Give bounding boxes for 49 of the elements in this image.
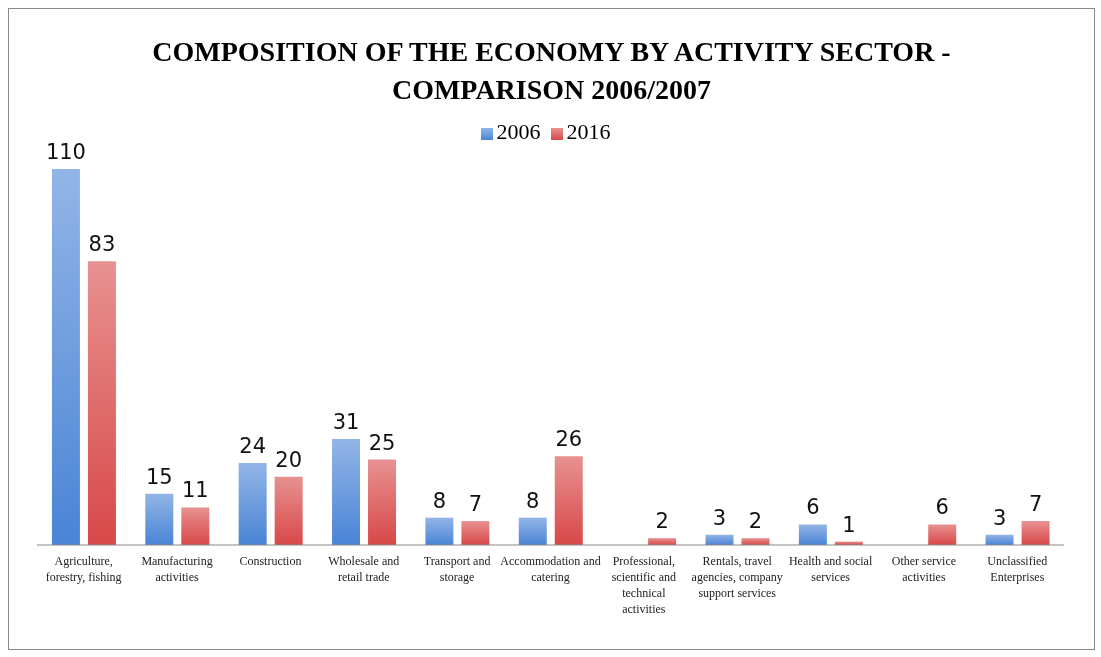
data-label: 15 [145, 464, 173, 489]
data-label: 7 [1028, 492, 1043, 517]
bar [332, 439, 361, 545]
bar [51, 169, 80, 545]
data-label: 8 [526, 488, 540, 513]
data-label: 3 [712, 505, 727, 530]
legend-label: 2006 [496, 119, 541, 144]
bar [145, 493, 174, 545]
bar [274, 476, 303, 545]
bar [1021, 521, 1050, 545]
data-label: 31 [332, 410, 360, 435]
bar [87, 261, 116, 545]
x-tick-label: Other service activities [891, 554, 957, 584]
legend-label: 2016 [566, 119, 611, 144]
bar [554, 456, 583, 545]
x-tick-label: Professional, scientific and technical activities [611, 554, 677, 616]
data-label: 26 [555, 427, 583, 452]
bar [798, 524, 827, 545]
chart-title: COMPOSITION OF THE ECONOMY BY ACTIVITY SECTOR - COMPARISON 2006/2007 [151, 35, 952, 107]
data-label: 24 [239, 433, 267, 458]
x-tick-label: Construction [239, 554, 302, 568]
x-tick-label: Rentals, travel agencies, company support services [691, 554, 783, 600]
data-label: 6 [935, 495, 949, 520]
bar [425, 517, 454, 545]
data-label: 8 [432, 488, 447, 513]
data-label: 11 [181, 478, 209, 503]
x-tick-label: Manufacturing activities [141, 554, 213, 584]
x-tick-label: Transport and storage [423, 554, 491, 584]
data-label: 6 [806, 495, 820, 520]
bar [238, 462, 267, 545]
x-tick-label: Health and social services [788, 554, 873, 584]
bar [181, 507, 210, 545]
bar [368, 459, 397, 545]
x-tick-label: Accommodation and catering [500, 554, 601, 584]
data-label: 1 [842, 512, 856, 537]
x-tick-label: Wholesale and retail trade [328, 554, 400, 584]
data-label: 83 [88, 232, 116, 257]
data-label: 110 [45, 140, 86, 164]
x-tick-label: Agriculture, forestry, fishing [45, 554, 122, 584]
data-label: 7 [468, 492, 483, 517]
bar [461, 521, 490, 545]
data-label: 2 [748, 509, 763, 534]
data-label: 2 [655, 509, 669, 534]
x-tick-label: Unclassified Enterprises [987, 554, 1048, 584]
data-label: 20 [275, 447, 303, 472]
bar [928, 524, 957, 545]
bar [518, 517, 547, 545]
data-label: 25 [368, 430, 396, 455]
data-label: 3 [992, 505, 1007, 530]
